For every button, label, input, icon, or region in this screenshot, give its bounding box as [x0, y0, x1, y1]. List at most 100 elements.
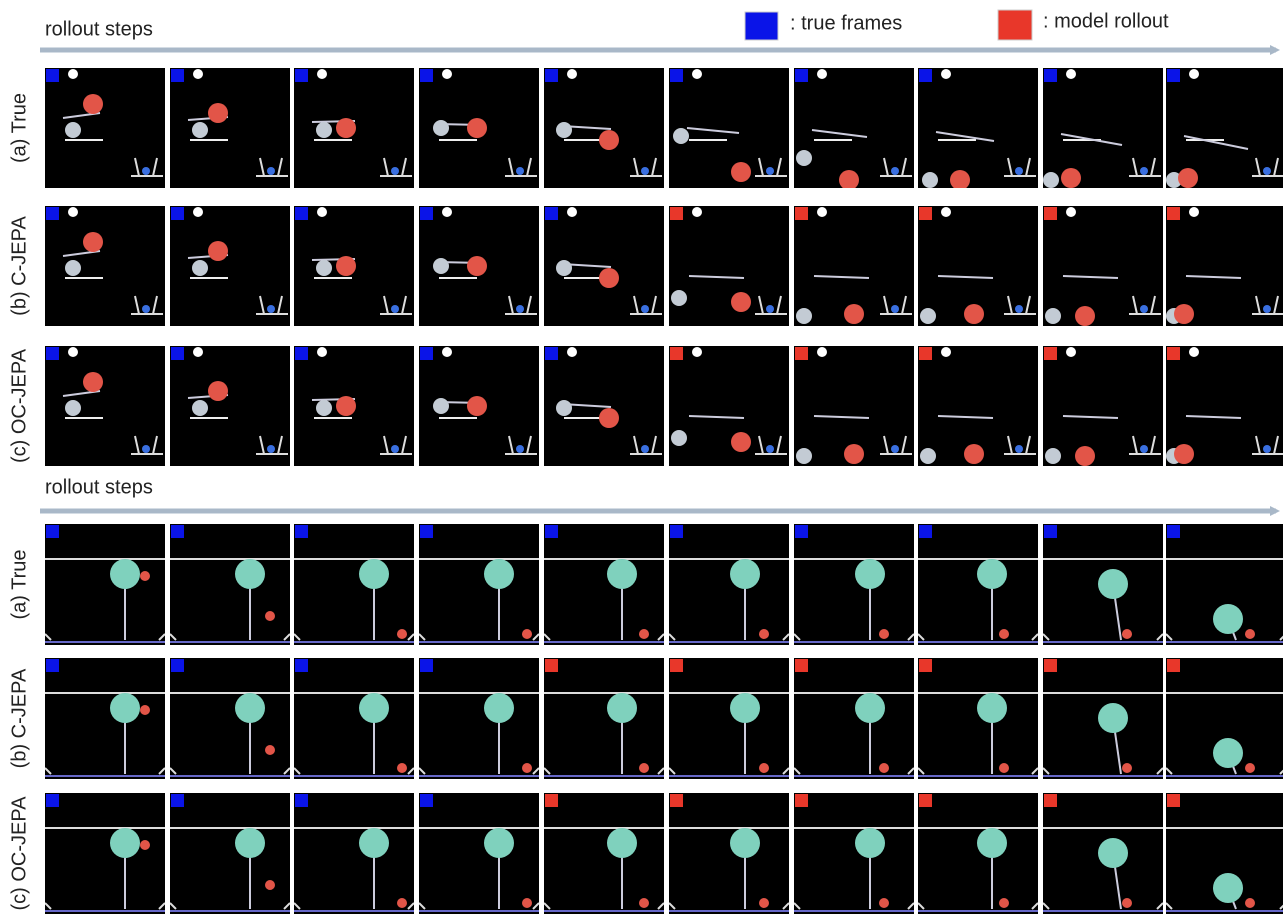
frame-indicator — [1167, 69, 1180, 82]
stick — [1185, 415, 1242, 419]
marker-dot — [941, 69, 951, 79]
frame-indicator — [1167, 347, 1180, 360]
frame-indicator — [670, 69, 683, 82]
stick — [1183, 135, 1249, 150]
cup-ball — [142, 445, 150, 453]
teal-ball — [484, 693, 514, 723]
teal-ball — [359, 828, 389, 858]
teal-ball — [235, 559, 265, 589]
marker-dot — [193, 69, 203, 79]
teal-ball — [977, 828, 1007, 858]
red-ball — [599, 408, 619, 428]
frame-content — [918, 794, 1038, 912]
cup-ball — [516, 305, 524, 313]
frame-indicator — [1044, 659, 1057, 672]
corner — [918, 767, 1038, 775]
frame — [170, 793, 290, 914]
cup — [131, 435, 163, 455]
red-ball — [522, 898, 532, 908]
cup-ball — [1140, 305, 1148, 313]
axis-label: rollout steps — [45, 18, 153, 40]
frame-indicator — [1167, 207, 1180, 220]
marker-dot — [1066, 207, 1076, 217]
cup — [380, 157, 412, 177]
frame-indicator — [171, 347, 184, 360]
red-ball — [397, 898, 407, 908]
marker-dot — [317, 207, 327, 217]
gray-ball — [920, 448, 936, 464]
frame-indicator — [46, 207, 59, 220]
marker-dot — [442, 207, 452, 217]
frame-content — [670, 69, 787, 182]
frame — [544, 793, 664, 914]
frame-content — [1044, 347, 1161, 466]
frame-indicator — [795, 659, 808, 672]
frame-bg — [170, 793, 290, 914]
stick — [1185, 275, 1242, 279]
frame-content — [918, 659, 1038, 777]
frame — [794, 793, 914, 914]
frame-bg — [45, 658, 165, 779]
teal-ball — [977, 693, 1007, 723]
cup — [131, 295, 163, 315]
frame-bg — [918, 658, 1038, 779]
red-ball — [759, 763, 769, 773]
cup — [505, 295, 537, 315]
cup-ball — [641, 167, 649, 175]
red-ball — [336, 396, 356, 416]
frame-content — [795, 69, 912, 188]
frame — [794, 658, 914, 779]
frame-indicator — [1044, 525, 1057, 538]
frame-indicator — [295, 659, 308, 672]
gray-ball — [65, 260, 81, 276]
frame — [419, 658, 539, 779]
frame-content — [1166, 659, 1283, 777]
gray-ball — [1166, 172, 1182, 188]
corner — [794, 902, 914, 910]
cup — [1252, 295, 1283, 315]
frame-bg — [294, 524, 414, 645]
frame — [669, 68, 789, 188]
frame-indicator — [1167, 659, 1180, 672]
frame-bg — [669, 658, 789, 779]
frame — [544, 524, 664, 645]
frame — [45, 68, 165, 188]
cup — [256, 295, 288, 315]
frame — [918, 206, 1038, 326]
gray-ball — [796, 150, 812, 166]
marker-dot — [941, 207, 951, 217]
frame — [45, 524, 165, 645]
gray-ball — [556, 400, 572, 416]
marker-dot — [442, 69, 452, 79]
gray-ball — [316, 400, 332, 416]
gray-ball — [796, 308, 812, 324]
frame — [1043, 68, 1163, 188]
teal-ball — [235, 693, 265, 723]
gray-ball — [673, 128, 689, 144]
frame — [544, 658, 664, 779]
frame-indicator — [295, 794, 308, 807]
stick — [937, 275, 994, 279]
frame-content — [1043, 69, 1161, 188]
teal-ball — [484, 828, 514, 858]
teal-ball — [1098, 569, 1128, 599]
marker-dot — [68, 69, 78, 79]
marker-dot — [817, 347, 827, 357]
marker-dot — [567, 207, 577, 217]
teal-ball — [855, 559, 885, 589]
corner — [794, 767, 914, 775]
frame — [1166, 524, 1283, 645]
red-ball — [964, 304, 984, 324]
cup — [505, 435, 537, 455]
frame-indicator — [171, 659, 184, 672]
frame-content — [794, 659, 914, 777]
gray-ball — [1045, 448, 1061, 464]
gray-ball — [433, 258, 449, 274]
marker-dot — [1066, 69, 1076, 79]
frame-content — [545, 207, 662, 315]
red-ball — [140, 840, 150, 850]
red-ball — [950, 170, 970, 188]
gray-ball — [433, 398, 449, 414]
marker-dot — [1189, 347, 1199, 357]
cup-ball — [267, 445, 275, 453]
